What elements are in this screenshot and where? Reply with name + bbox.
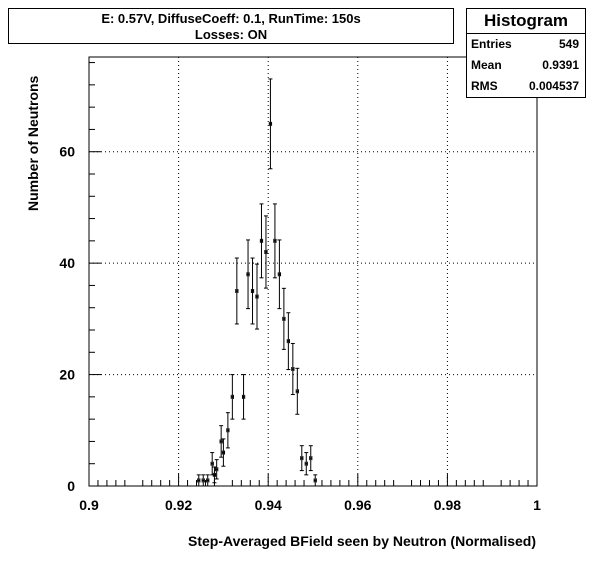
data-point [210,452,215,476]
data-point [286,312,291,371]
entries-label: Entries [471,37,512,51]
data-point [281,287,286,350]
mean-value: 0.9391 [542,58,579,72]
data-point [230,374,235,420]
data-point [255,263,259,330]
data-points [196,78,318,487]
data-point [290,342,295,396]
data-point [201,474,206,487]
stats-box: Histogram Entries 549 Mean 0.9391 RMS 0.… [466,8,586,98]
data-point [304,452,309,476]
data-point [196,474,201,487]
y-tick-label: 40 [59,255,75,271]
y-tick-label: 0 [67,478,75,494]
stats-entries-row: Entries 549 [467,34,585,55]
stats-title: Histogram [467,9,585,34]
data-point [241,374,246,420]
x-tick-label: 0.98 [434,497,461,513]
data-point [268,78,273,170]
x-tick-label: 0.92 [165,497,192,513]
data-point [263,215,268,289]
title-line-2: Losses: ON [194,27,268,42]
entries-value: 549 [558,37,579,51]
y-tick-label: 60 [59,144,75,160]
axis-ticks [88,62,538,487]
data-point [299,445,304,472]
stats-mean-row: Mean 0.9391 [467,55,585,76]
data-point [221,438,226,467]
x-tick-label: 0.94 [255,497,282,513]
plot-frame [88,56,538,487]
data-point [214,459,219,480]
x-tick-label: 0.96 [344,497,371,513]
tick-labels: 0.9 0.92 0.94 0.96 0.98 1 0 20 40 60 [59,144,541,513]
data-point [277,239,282,310]
title-line-1: E: 0.57V, DiffuseCoeff: 0.1, RunTime: 15… [101,11,361,26]
data-point [225,412,230,449]
grid-lines [89,57,537,486]
data-point [234,257,239,325]
data-point [219,425,224,458]
data-point [313,474,318,487]
data-point [205,474,210,487]
data-point [212,466,217,484]
x-tick-label: 0.9 [79,497,99,513]
mean-label: Mean [471,58,502,72]
data-point [308,445,313,472]
stats-rms-row: RMS 0.004537 [467,76,585,97]
data-point [246,239,251,310]
data-point [272,203,277,279]
y-tick-label: 20 [59,367,75,383]
data-point [250,257,255,325]
data-point [259,203,264,279]
x-tick-label: 1 [533,497,541,513]
rms-value: 0.004537 [528,79,579,93]
y-axis-title: Number of Neutrons [25,75,41,211]
plot-title-box: E: 0.57V, DiffuseCoeff: 0.1, RunTime: 15… [8,8,454,44]
x-axis-title: Step-Averaged BField seen by Neutron (No… [188,533,536,549]
data-point [295,367,300,415]
rms-label: RMS [471,79,498,93]
